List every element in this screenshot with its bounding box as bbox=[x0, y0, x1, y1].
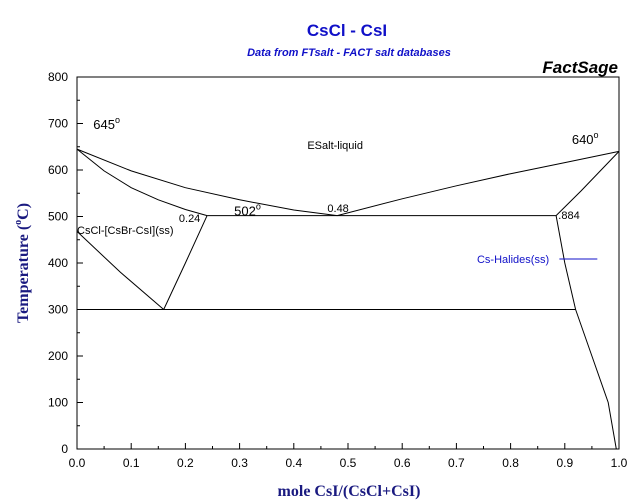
phase-boundary-4 bbox=[76, 231, 165, 310]
x-tick-label: 0.9 bbox=[556, 456, 573, 470]
annotation-label: ESalt-liquid bbox=[307, 140, 363, 152]
chart-title: CsCl - CsI bbox=[307, 21, 387, 40]
y-axis-ticks: 0 100 200 300 400 500 600 700 800 bbox=[48, 70, 83, 456]
x-tick-label: 1.0 bbox=[611, 456, 628, 470]
phase-boundary-6 bbox=[555, 215, 577, 310]
annotation-label: Cs-Halides(ss) bbox=[477, 254, 549, 266]
y-tick-label: 200 bbox=[48, 349, 68, 363]
x-tick-label: 0.1 bbox=[123, 456, 140, 470]
x-tick-label: 0.8 bbox=[502, 456, 519, 470]
y-axis-label-unit: C) bbox=[15, 203, 32, 220]
x-tick-label: 0.2 bbox=[177, 456, 194, 470]
y-tick-label: 600 bbox=[48, 163, 68, 177]
y-tick-label: 300 bbox=[48, 303, 68, 317]
x-tick-label: 0.7 bbox=[448, 456, 465, 470]
phase-boundary-5 bbox=[163, 215, 208, 310]
chart-subtitle: Data from FTsalt - FACT salt databases bbox=[247, 47, 451, 59]
y-tick-label: 100 bbox=[48, 396, 68, 410]
y-tick-label: 400 bbox=[48, 256, 68, 270]
annotation-label: 0.48 bbox=[327, 203, 348, 215]
phase-boundary-0 bbox=[76, 148, 338, 217]
phase-boundary-7 bbox=[575, 309, 617, 450]
brand-logo-text: FactSage bbox=[542, 58, 618, 77]
x-axis-ticks: 0.0 0.1 0.2 0.3 0.4 0.5 0.6 0.7 0.8 0.9 1.0 bbox=[69, 443, 628, 470]
annotation-label: CsCl-[CsBr-CsI](ss) bbox=[77, 225, 174, 237]
x-tick-label: 0.3 bbox=[231, 456, 248, 470]
x-tick-label: 0.5 bbox=[340, 456, 357, 470]
x-axis-label: mole CsI/(CsCl+CsI) bbox=[278, 483, 421, 500]
y-tick-label: 500 bbox=[48, 210, 68, 224]
y-axis-label-degree: o bbox=[13, 220, 24, 225]
phase-boundary-1 bbox=[337, 150, 620, 217]
y-axis-label: Temperature (oC) bbox=[13, 203, 32, 323]
svg-text:Temperature (oC): Temperature (oC) bbox=[13, 203, 32, 323]
diagram-annotations: 645o 640o ESalt-liquid 502o 0.48 0.24 .884 CsCl… bbox=[77, 115, 599, 266]
y-axis-label-main: Temperature ( bbox=[15, 225, 32, 323]
phase-boundary-2 bbox=[76, 148, 208, 217]
annotation-label: 502o bbox=[234, 202, 261, 219]
x-tick-label: 0.6 bbox=[394, 456, 411, 470]
annotation-label: .884 bbox=[558, 210, 579, 222]
annotation-label: 640o bbox=[572, 130, 599, 147]
y-tick-label: 800 bbox=[48, 70, 68, 84]
x-tick-label: 0.4 bbox=[285, 456, 302, 470]
phase-boundaries bbox=[76, 148, 620, 450]
x-tick-label: 0.0 bbox=[69, 456, 86, 470]
annotation-label: 645o bbox=[93, 115, 120, 132]
phase-boundary-3 bbox=[555, 151, 620, 216]
y-tick-label: 0 bbox=[61, 442, 68, 456]
y-tick-label: 700 bbox=[48, 117, 68, 131]
annotation-label: 0.24 bbox=[179, 213, 200, 225]
